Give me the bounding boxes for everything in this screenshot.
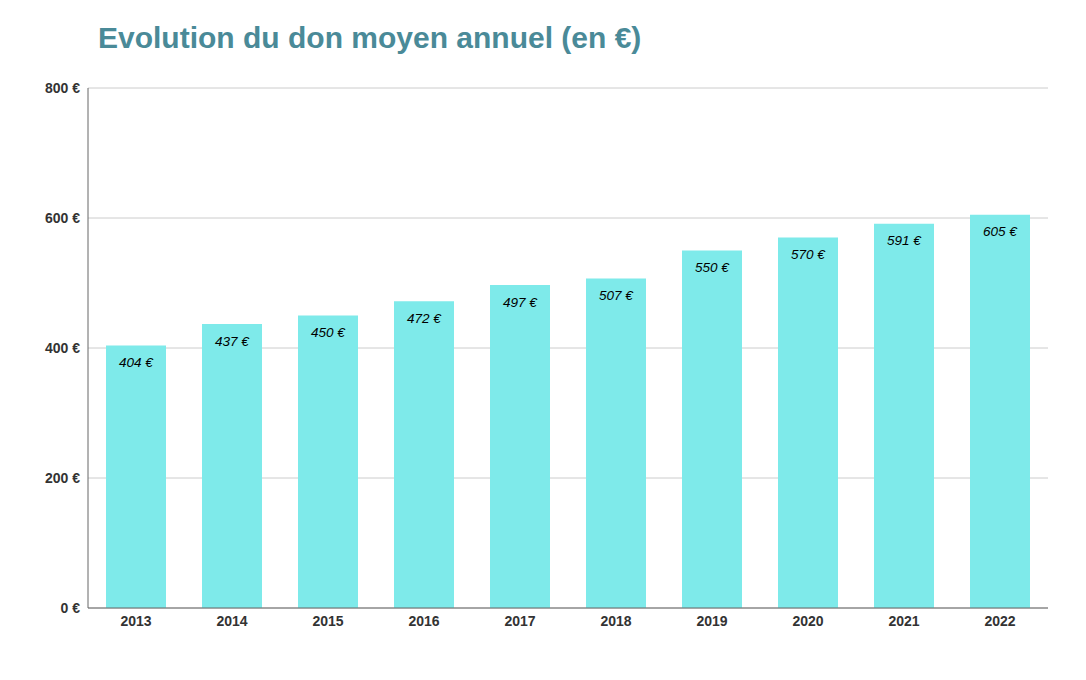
svg-text:550 €: 550 € [695, 260, 730, 275]
svg-text:400 €: 400 € [45, 340, 80, 356]
svg-text:2020: 2020 [792, 613, 823, 629]
svg-text:497 €: 497 € [503, 295, 538, 310]
svg-text:605 €: 605 € [983, 224, 1018, 239]
svg-text:600 €: 600 € [45, 210, 80, 226]
svg-text:0 €: 0 € [61, 600, 81, 616]
svg-text:404 €: 404 € [119, 355, 154, 370]
svg-text:2021: 2021 [888, 613, 919, 629]
svg-text:2014: 2014 [216, 613, 247, 629]
svg-text:2013: 2013 [120, 613, 151, 629]
svg-text:800 €: 800 € [45, 80, 80, 96]
svg-text:2018: 2018 [600, 613, 631, 629]
svg-text:200 €: 200 € [45, 470, 80, 486]
svg-text:2017: 2017 [504, 613, 535, 629]
svg-text:472 €: 472 € [407, 311, 442, 326]
svg-text:2016: 2016 [408, 613, 439, 629]
svg-text:570 €: 570 € [791, 247, 826, 262]
svg-text:2019: 2019 [696, 613, 727, 629]
svg-text:591 €: 591 € [887, 233, 922, 248]
svg-text:2022: 2022 [984, 613, 1015, 629]
svg-text:2015: 2015 [312, 613, 343, 629]
svg-text:437 €: 437 € [215, 334, 250, 349]
html-text:Evolution du don moyen annuel: Evolution du don moyen annuel (en €) [98, 21, 642, 54]
svg-text:507 €: 507 € [599, 288, 634, 303]
svg-text:450 €: 450 € [311, 325, 346, 340]
